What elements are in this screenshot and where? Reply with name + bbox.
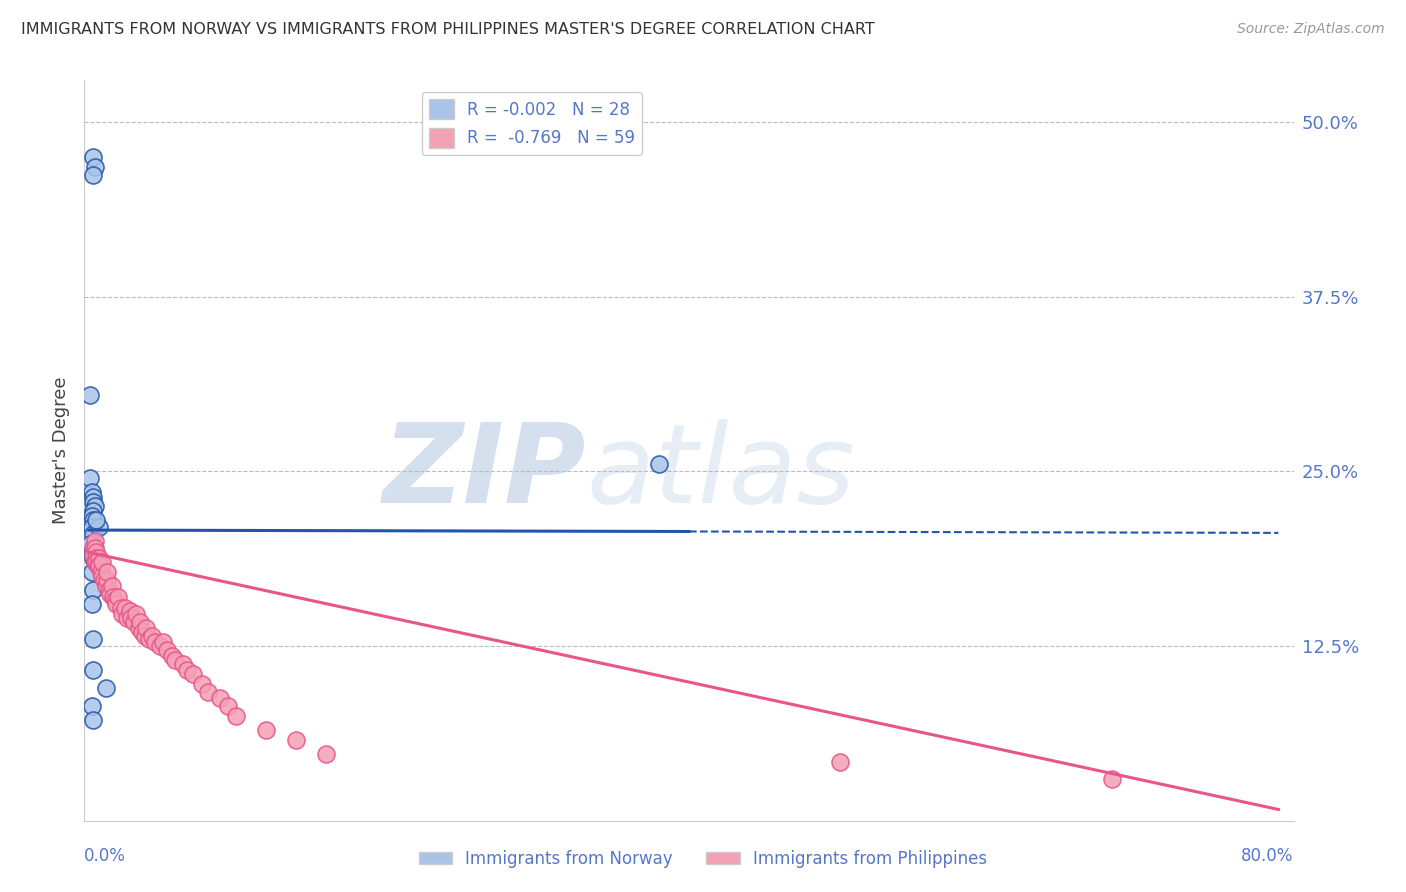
- Text: 80.0%: 80.0%: [1241, 847, 1294, 864]
- Point: [87, 559, 110, 574]
- Point: [84, 555, 107, 569]
- Point: [79, 387, 101, 401]
- Point: [91, 569, 114, 583]
- Point: [254, 723, 277, 737]
- Point: [134, 629, 156, 643]
- Point: [94, 681, 117, 695]
- Point: [84, 500, 107, 514]
- Point: [79, 471, 101, 485]
- Point: [172, 657, 194, 672]
- Point: [115, 611, 138, 625]
- Point: [80, 485, 103, 500]
- Point: [125, 607, 148, 621]
- Point: [82, 168, 104, 182]
- Text: IMMIGRANTS FROM NORWAY VS IMMIGRANTS FROM PHILIPPINES MASTER'S DEGREE CORRELATIO: IMMIGRANTS FROM NORWAY VS IMMIGRANTS FRO…: [21, 22, 875, 37]
- Point: [209, 690, 232, 705]
- Point: [82, 495, 104, 509]
- Point: [131, 625, 153, 640]
- Point: [82, 583, 104, 598]
- Point: [217, 699, 239, 714]
- Point: [84, 160, 107, 174]
- Text: 0.0%: 0.0%: [84, 847, 127, 864]
- Point: [1101, 772, 1123, 786]
- Point: [82, 663, 104, 677]
- Point: [97, 583, 120, 598]
- Point: [128, 621, 150, 635]
- Point: [82, 490, 104, 504]
- Point: [96, 574, 118, 588]
- Point: [107, 590, 129, 604]
- Point: [79, 537, 101, 551]
- Point: [648, 458, 671, 472]
- Point: [80, 509, 103, 524]
- Point: [176, 663, 198, 677]
- Point: [89, 520, 111, 534]
- Point: [82, 632, 104, 646]
- Text: ZIP: ZIP: [382, 419, 586, 526]
- Point: [91, 555, 114, 569]
- Point: [93, 574, 115, 588]
- Point: [82, 150, 104, 164]
- Point: [104, 593, 127, 607]
- Point: [160, 648, 183, 663]
- Point: [135, 621, 157, 635]
- Point: [86, 513, 108, 527]
- Point: [165, 653, 187, 667]
- Point: [105, 597, 128, 611]
- Point: [118, 604, 141, 618]
- Point: [145, 635, 167, 649]
- Point: [89, 558, 111, 572]
- Point: [82, 513, 104, 527]
- Point: [86, 545, 108, 559]
- Point: [89, 551, 111, 566]
- Point: [82, 527, 104, 541]
- Point: [100, 579, 122, 593]
- Point: [86, 555, 108, 569]
- Point: [156, 643, 179, 657]
- Point: [96, 565, 118, 579]
- Point: [80, 520, 103, 534]
- Point: [101, 590, 124, 604]
- Point: [181, 667, 204, 681]
- Point: [86, 551, 108, 566]
- Point: [94, 579, 117, 593]
- Point: [114, 601, 136, 615]
- Point: [82, 548, 104, 562]
- Y-axis label: Master's Degree: Master's Degree: [52, 376, 70, 524]
- Point: [138, 632, 160, 646]
- Point: [84, 541, 107, 556]
- Point: [191, 677, 214, 691]
- Point: [82, 713, 104, 727]
- Point: [82, 551, 104, 566]
- Point: [80, 565, 103, 579]
- Point: [225, 709, 247, 723]
- Text: atlas: atlas: [586, 419, 855, 526]
- Point: [84, 534, 107, 549]
- Point: [111, 607, 134, 621]
- Point: [152, 635, 174, 649]
- Point: [149, 639, 172, 653]
- Legend: R = -0.002   N = 28, R =  -0.769   N = 59: R = -0.002 N = 28, R = -0.769 N = 59: [422, 92, 641, 154]
- Legend: Immigrants from Norway, Immigrants from Philippines: Immigrants from Norway, Immigrants from …: [412, 844, 994, 875]
- Point: [110, 601, 132, 615]
- Point: [82, 503, 104, 517]
- Point: [197, 685, 219, 699]
- Point: [98, 587, 121, 601]
- Point: [122, 615, 145, 630]
- Point: [129, 615, 152, 630]
- Point: [80, 699, 103, 714]
- Point: [80, 597, 103, 611]
- Point: [830, 755, 852, 769]
- Point: [90, 565, 112, 579]
- Point: [82, 541, 104, 556]
- Text: Source: ZipAtlas.com: Source: ZipAtlas.com: [1237, 22, 1385, 37]
- Point: [315, 747, 337, 761]
- Point: [285, 732, 308, 747]
- Point: [120, 611, 142, 625]
- Point: [80, 545, 103, 559]
- Point: [141, 629, 163, 643]
